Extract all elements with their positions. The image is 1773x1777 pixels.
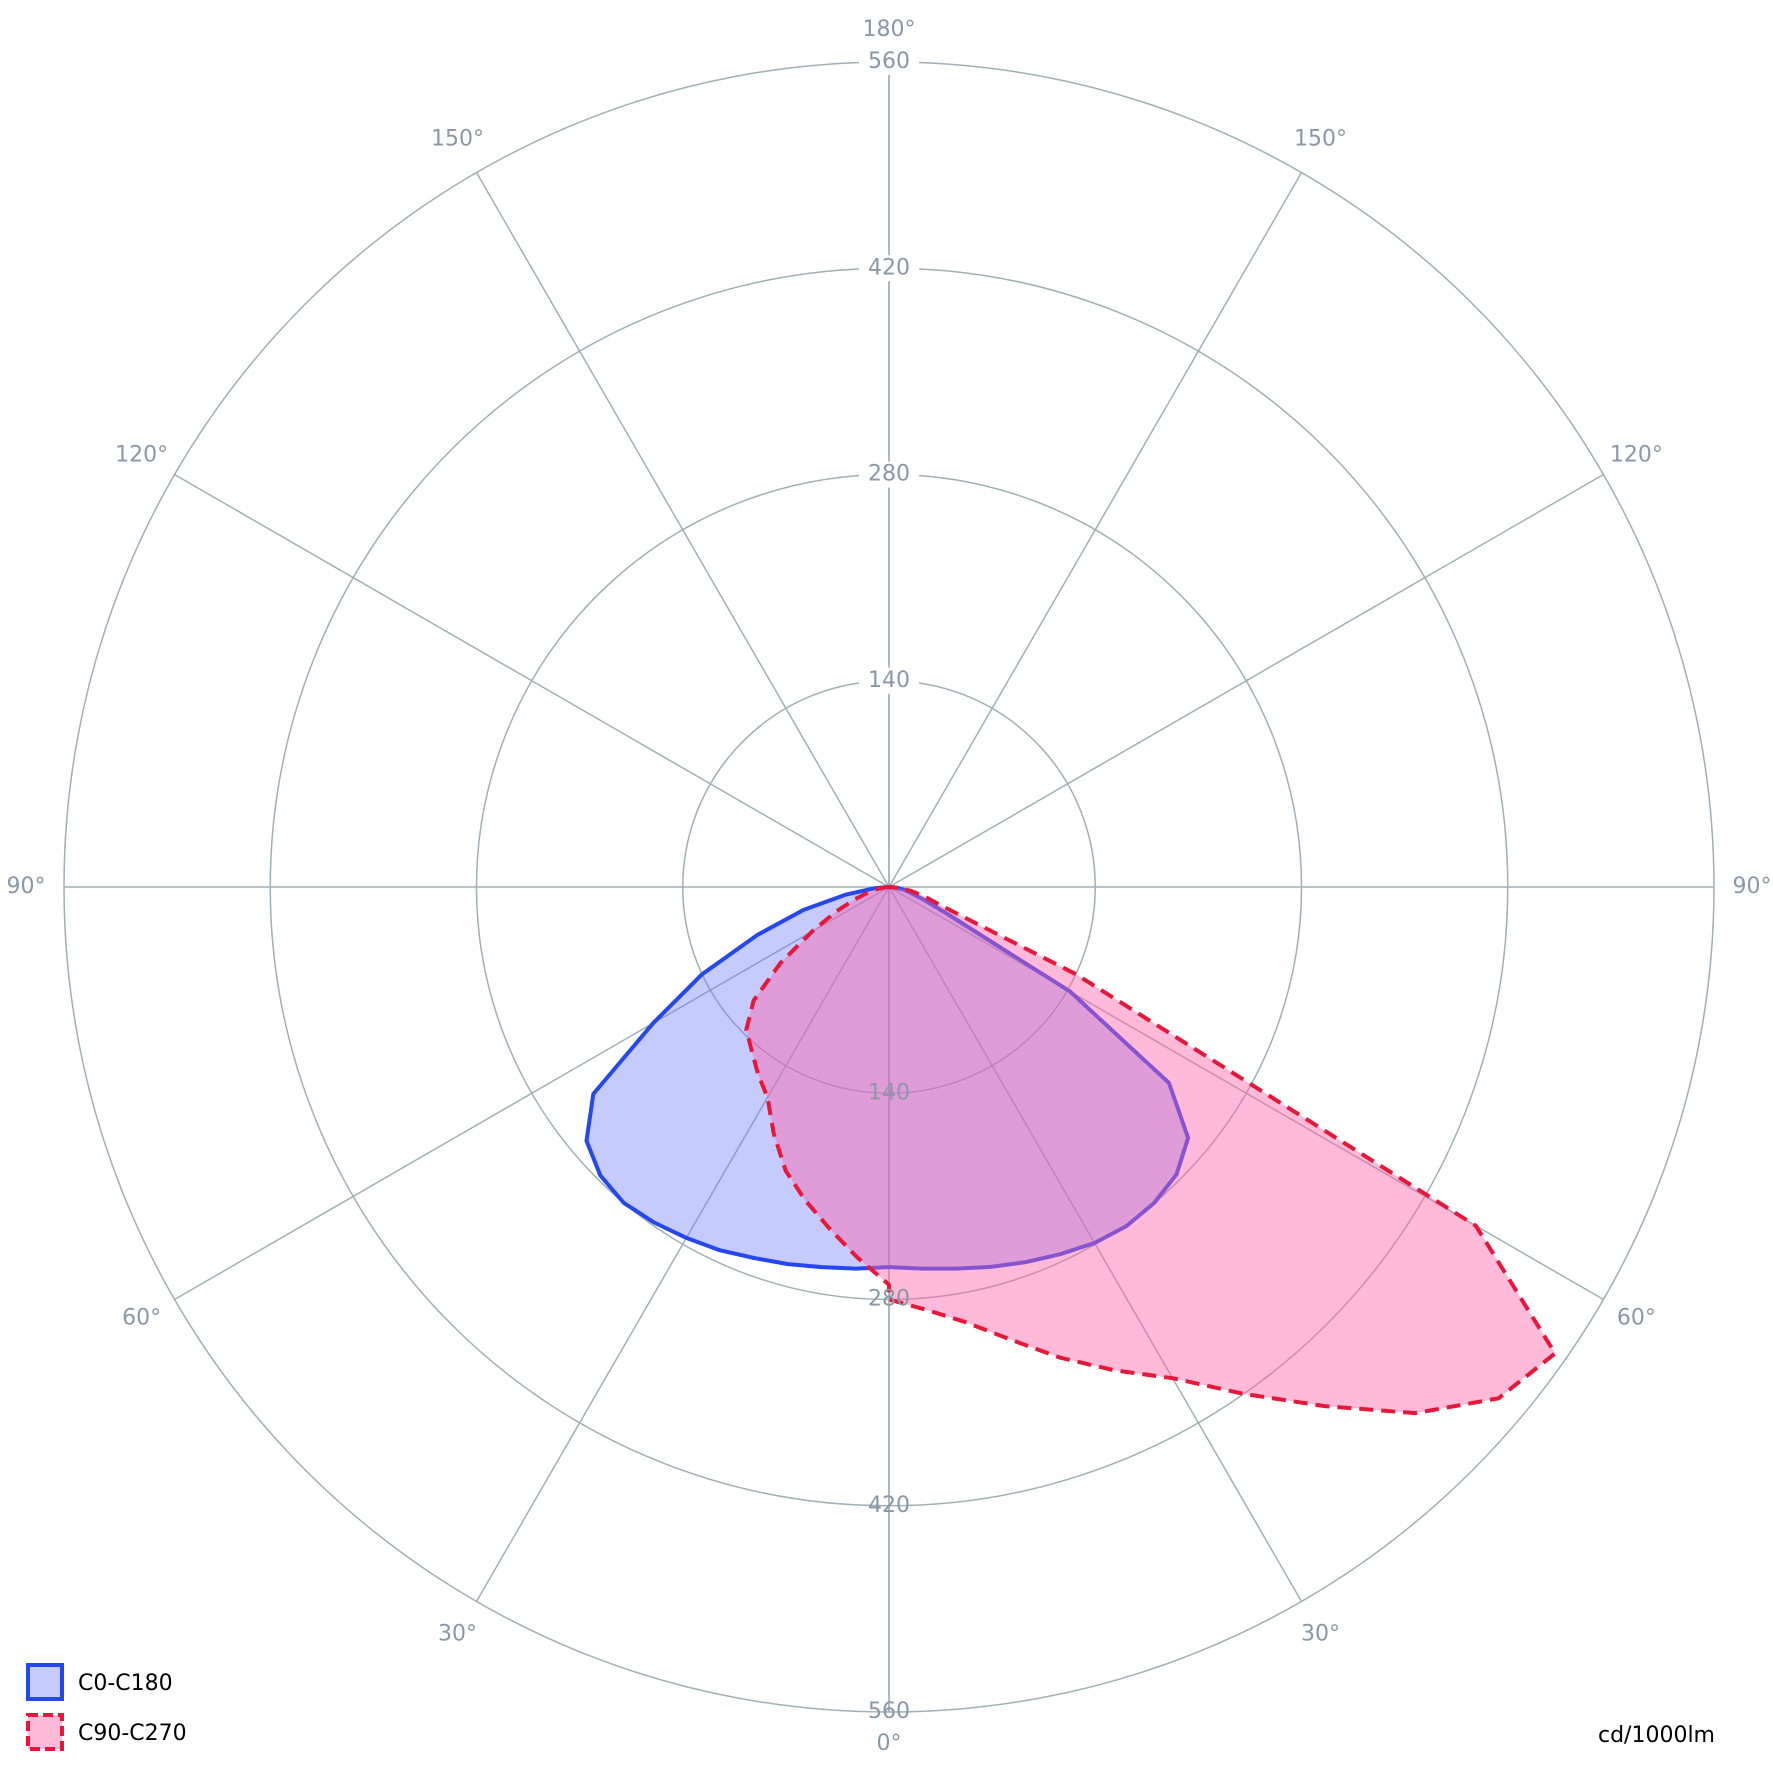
grid-spoke [174,886,890,1301]
grid-spoke [888,886,1604,1301]
intensity-area [744,885,1558,1416]
angle-label: 180° [863,17,916,42]
r-tick-label: 560 [868,1699,910,1724]
r-tick-label: 420 [868,255,910,280]
r-tick-label: 280 [868,462,910,487]
angle-label: 120° [1610,443,1663,468]
unit-label: cd/1000lm [1598,1723,1715,1748]
angle-label: 60° [1617,1306,1656,1331]
r-tick-label: 140 [868,1080,910,1105]
angle-label: 30° [438,1621,477,1646]
angle-label: 0° [877,1731,902,1756]
grid-spoke [475,172,890,888]
angle-label: 150° [431,127,484,152]
tick-label-bg [859,461,919,488]
tick-label-bg [859,255,919,282]
tick-label-bg [859,667,919,694]
angle-label: 90° [1733,874,1772,899]
r-tick-label: 280 [868,1287,910,1312]
legend-swatch [26,1663,64,1701]
grid-spoke [174,473,890,888]
r-tick-label: 560 [868,49,910,74]
legend-label: C90-C270 [78,1721,187,1746]
labels: 0° 30° 30° 60° 60° 90° 90° 120° 120° 150° 150° 180°… [7,17,1772,1756]
angle-label: 150° [1294,127,1347,152]
intensity-area [584,885,1191,1271]
legend-swatch [26,1713,64,1751]
areas [584,885,1558,1416]
angle-label: 30° [1301,1621,1340,1646]
grid-spoke [888,172,1303,888]
r-tick-label: 420 [868,1493,910,1518]
grid-spoke [888,473,1604,888]
tick-label-bg [859,49,919,75]
angle-label: 120° [115,443,168,468]
grid-spoke [475,886,890,1602]
legend-label: C0-C180 [78,1671,173,1696]
r-tick-label: 140 [868,668,910,693]
angle-label: 90° [7,874,46,899]
angle-label: 60° [122,1306,161,1331]
